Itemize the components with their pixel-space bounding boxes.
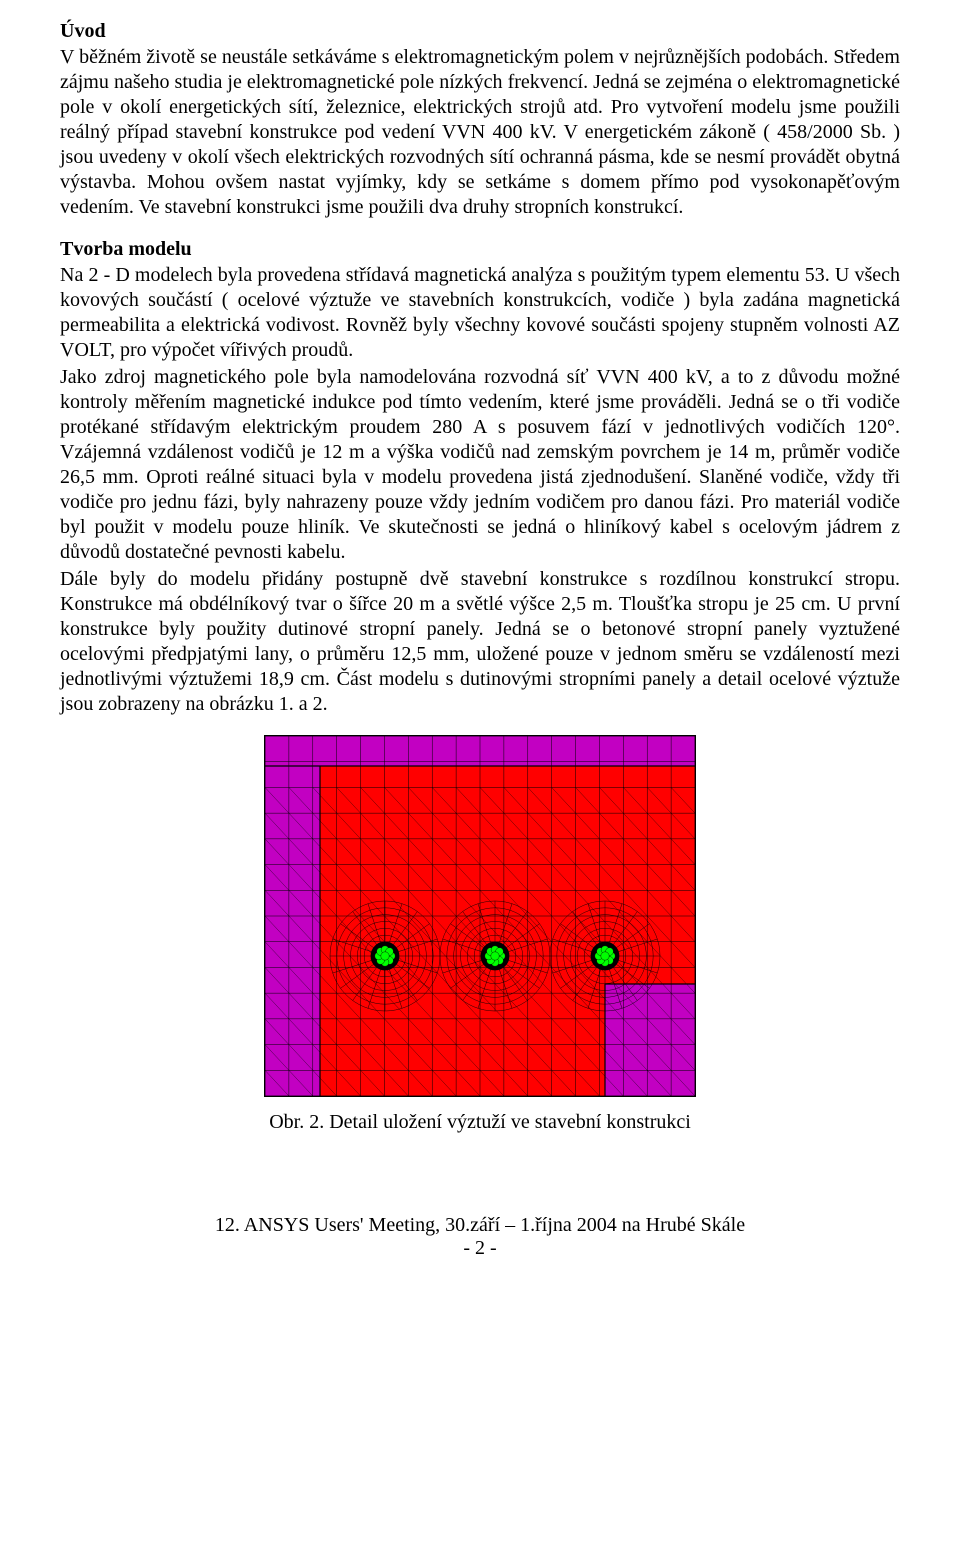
model-paragraph-3: Dále byly do modelu přidány postupně dvě… (60, 567, 900, 717)
section-title-intro: Úvod (60, 20, 900, 43)
figure-2 (60, 735, 900, 1097)
model-paragraph-2: Jako zdroj magnetického pole byla namode… (60, 365, 900, 565)
model-paragraph-1: Na 2 - D modelech byla provedena střídav… (60, 263, 900, 363)
section-title-model: Tvorba modelu (60, 238, 900, 261)
footer-page-number: - 2 - (60, 1237, 900, 1260)
figure-2-caption: Obr. 2. Detail uložení výztuží ve staveb… (60, 1111, 900, 1134)
intro-paragraph: V běžném životě se neustále setkáváme s … (60, 45, 900, 220)
footer-conference: 12. ANSYS Users' Meeting, 30.září – 1.ří… (60, 1214, 900, 1237)
mesh-figure-svg (264, 735, 696, 1097)
